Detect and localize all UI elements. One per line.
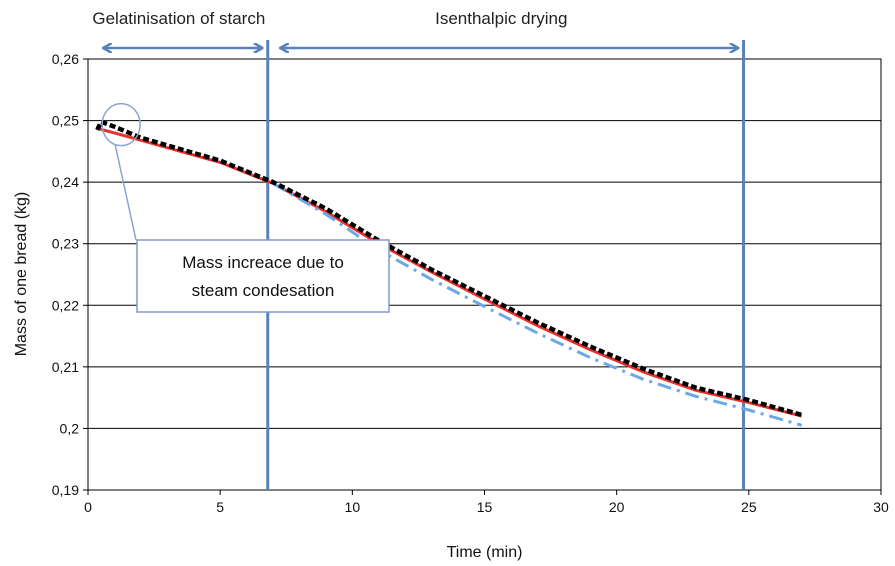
- y-tick-label: 0,23: [52, 236, 79, 252]
- y-tick-label: 0,19: [52, 482, 79, 498]
- series-line-dashed: [95, 119, 803, 418]
- x-tick-label: 10: [345, 499, 361, 515]
- x-axis-title: Time (min): [447, 544, 523, 561]
- x-tick-label: 5: [216, 499, 224, 515]
- phase-label: Gelatinisation of starch: [92, 9, 265, 28]
- y-tick-label: 0,26: [52, 51, 79, 67]
- series-line-dash-dot: [272, 182, 803, 427]
- data-series: [95, 119, 803, 427]
- y-tick-label: 0,25: [52, 113, 79, 129]
- annotation-box: [136, 239, 390, 313]
- x-tick-label: 25: [741, 499, 757, 515]
- y-tick-label: 0,22: [52, 297, 79, 313]
- y-tick-label: 0,24: [52, 174, 79, 190]
- x-tick-label: 0: [84, 499, 92, 515]
- y-tick-label: 0,21: [52, 359, 79, 375]
- x-tick-label: 15: [477, 499, 493, 515]
- axis-tick-labels: 0,19 0,2 0,21 0,22 0,23 0,24 0,25 0,26 0 5 10 15 20 2…: [52, 51, 889, 515]
- phase-label: Isenthalpic drying: [435, 9, 567, 28]
- annotation-leader-line: [114, 144, 137, 241]
- x-tick-label: 30: [873, 499, 889, 515]
- x-tick-label: 20: [609, 499, 625, 515]
- y-tick-label: 0,2: [60, 420, 80, 436]
- annotation-circle: [101, 102, 141, 147]
- callout-annotation: Mass increace due to steam condesation: [101, 102, 390, 313]
- annotation-text-line: Mass increace due to: [182, 253, 344, 272]
- y-axis-title: Mass of one bread (kg): [13, 192, 30, 357]
- annotation-text-line: steam condesation: [192, 281, 335, 300]
